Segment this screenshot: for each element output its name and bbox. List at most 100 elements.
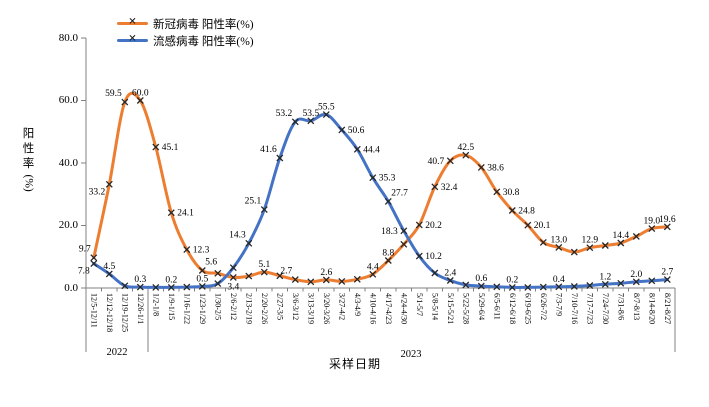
data-point-marker xyxy=(136,283,144,291)
data-point-marker xyxy=(632,232,640,240)
data-label: 41.6 xyxy=(260,145,277,155)
data-point-marker xyxy=(322,276,330,284)
data-point-marker xyxy=(601,242,609,249)
data-label: 2.6 xyxy=(320,268,332,278)
data-label: 1.2 xyxy=(599,272,611,282)
y-axis-title-char: 阳 xyxy=(22,128,35,140)
x-axis-title: 采样日期 xyxy=(328,357,381,371)
data-point-marker xyxy=(632,278,640,286)
data-label: 42.5 xyxy=(457,143,474,153)
data-point-marker xyxy=(555,283,563,291)
data-point-marker xyxy=(508,207,516,214)
data-label: 55.5 xyxy=(318,103,335,113)
data-point-marker xyxy=(415,221,423,229)
data-point-marker xyxy=(462,151,470,159)
x-tick-label: 2/6-2/12 xyxy=(229,293,238,320)
x-tick-label: 7/17-7/23 xyxy=(585,293,594,324)
data-label: 59.5 xyxy=(105,89,122,99)
data-point-marker xyxy=(415,252,423,260)
data-point-marker xyxy=(105,180,113,188)
data-label: 2.0 xyxy=(630,270,642,280)
legend-line-flu-icon: ✕ xyxy=(117,34,148,44)
data-point-marker xyxy=(260,268,268,276)
data-point-marker xyxy=(431,269,439,277)
data-label: 60.0 xyxy=(132,89,149,99)
data-label: 2.7 xyxy=(661,268,673,278)
data-point-marker xyxy=(400,227,408,235)
data-point-marker xyxy=(539,283,547,291)
x-tick-label: 3/6-3/12 xyxy=(291,293,300,320)
y-tick-label-80: 80.0 xyxy=(58,32,78,44)
data-point-marker xyxy=(648,277,656,285)
data-point-marker xyxy=(291,118,299,126)
data-label: 0.2 xyxy=(165,275,177,285)
x-axis-labels: 12/5-12/11 12/12-12/18 12/19-12/25 12/26-1/… xyxy=(89,293,672,332)
x-tick-label: 12/26-1/1 xyxy=(136,293,145,324)
series-line-1 xyxy=(92,112,669,289)
data-label: 5.1 xyxy=(258,260,270,270)
data-label: 0.2 xyxy=(506,275,518,285)
data-label: 25.1 xyxy=(245,197,262,207)
data-point-marker xyxy=(152,283,160,291)
x-tick-label: 3/13-3/19 xyxy=(306,293,315,324)
x-tick-label: 5/1-5/7 xyxy=(415,293,424,316)
data-point-marker xyxy=(353,145,361,153)
x-tick-label: 1/23-1/29 xyxy=(198,293,207,324)
data-label: 4.4 xyxy=(367,262,379,272)
data-label: 30.8 xyxy=(503,188,520,198)
y-axis-title-unit: (%) xyxy=(22,174,35,192)
data-label: 20.2 xyxy=(425,221,442,231)
y-axis-title-char: 率 xyxy=(22,158,35,170)
x-tick-label: 6/26-7/2 xyxy=(539,293,548,320)
x-marker-icon: ✕ xyxy=(128,16,137,28)
data-point-marker xyxy=(601,280,609,288)
data-point-marker xyxy=(353,275,361,283)
data-label: 27.7 xyxy=(391,188,408,198)
x-tick-label: 3/27-4/2 xyxy=(337,293,346,320)
data-point-marker xyxy=(105,270,113,278)
x-tick-label: 4/24-4/30 xyxy=(399,293,408,324)
data-point-marker xyxy=(229,264,237,272)
data-point-marker xyxy=(214,269,222,277)
x-tick-label: 5/22-5/28 xyxy=(461,293,470,324)
data-point-marker xyxy=(586,282,594,289)
x-tick-label: 4/3-4/9 xyxy=(353,293,362,316)
data-point-marker xyxy=(508,283,516,291)
x-marker-icon: ✕ xyxy=(128,33,137,45)
year-group-2023: 2023 xyxy=(400,349,422,360)
x-tick-label: 5/8-5/14 xyxy=(430,293,439,320)
data-label: 44.4 xyxy=(363,145,380,155)
x-tick-label: 7/24-7/30 xyxy=(601,293,610,324)
x-tick-label: 8/14-8/20 xyxy=(647,293,656,324)
data-point-marker xyxy=(384,257,392,264)
x-tick-label: 3/20-3/26 xyxy=(322,293,331,324)
data-point-marker xyxy=(446,157,454,165)
data-point-marker xyxy=(555,243,563,251)
x-tick-label: 1/9-1/15 xyxy=(167,293,176,320)
x-tick-label: 8/21-8/27 xyxy=(663,293,672,324)
y-tick-label-20: 20.0 xyxy=(58,219,78,231)
x-tick-label: 12/12-12/18 xyxy=(105,293,114,332)
data-point-marker xyxy=(462,281,470,289)
data-point-marker xyxy=(152,143,160,151)
data-point-marker xyxy=(291,276,299,284)
data-point-marker xyxy=(663,223,671,231)
data-point-marker xyxy=(245,239,253,247)
data-point-marker xyxy=(167,209,175,217)
data-point-marker xyxy=(307,278,315,286)
y-tick-label-40: 40.0 xyxy=(58,157,78,169)
x-tick-label: 6/12-6/18 xyxy=(508,293,517,324)
x-tick-label: 2/27-3/5 xyxy=(275,293,284,320)
year-group-2022: 2022 xyxy=(106,347,128,358)
data-point-marker xyxy=(431,183,439,191)
x-tick-label: 6/5-6/11 xyxy=(492,293,501,320)
data-label: 0.5 xyxy=(196,274,208,284)
data-point-marker xyxy=(198,267,206,274)
data-point-marker xyxy=(617,239,625,247)
data-point-marker xyxy=(524,221,532,229)
series-markers-0 xyxy=(90,97,671,286)
data-label: 2.7 xyxy=(280,267,292,277)
data-point-marker xyxy=(198,282,206,290)
data-label: 9.7 xyxy=(79,245,91,255)
